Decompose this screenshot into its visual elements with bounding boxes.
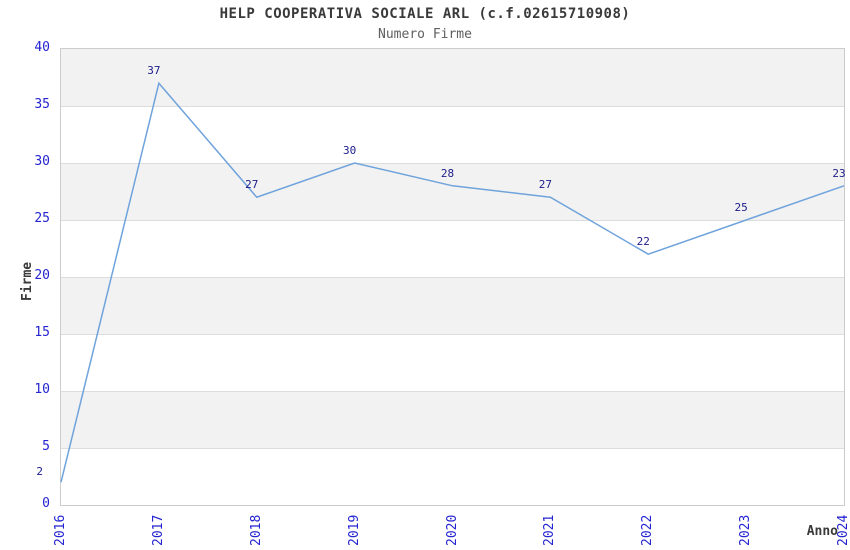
gridline bbox=[61, 334, 844, 335]
grid-band bbox=[61, 49, 844, 106]
x-tick-label: 2019 bbox=[346, 514, 362, 546]
x-tick-label: 2016 bbox=[53, 514, 68, 546]
data-label: 23 bbox=[832, 166, 846, 180]
x-tick-label: 2020 bbox=[444, 514, 460, 546]
y-tick-label: 0 bbox=[42, 496, 50, 511]
y-tick-label: 30 bbox=[34, 154, 50, 169]
data-label: 22 bbox=[636, 235, 650, 249]
data-label: 27 bbox=[245, 178, 259, 192]
plot-area bbox=[60, 48, 845, 506]
x-tick-label: 2021 bbox=[542, 514, 558, 546]
data-label: 30 bbox=[343, 144, 357, 157]
y-tick-label: 40 bbox=[34, 40, 50, 55]
data-label: 25 bbox=[734, 201, 748, 214]
gridline bbox=[61, 163, 844, 164]
gridline bbox=[61, 277, 844, 278]
gridline bbox=[61, 106, 844, 107]
grid-band bbox=[61, 163, 844, 220]
x-tick-label: 2017 bbox=[150, 514, 166, 546]
gridline bbox=[61, 220, 844, 221]
series-line bbox=[60, 81, 845, 483]
y-tick-label: 25 bbox=[34, 211, 50, 226]
grid-band bbox=[61, 277, 844, 334]
chart-title: HELP COOPERATIVA SOCIALE ARL (c.f.026157… bbox=[219, 6, 631, 22]
y-tick-label: 5 bbox=[42, 439, 50, 454]
chart-subtitle: Numero Firme bbox=[378, 27, 472, 42]
data-label: 27 bbox=[538, 178, 552, 192]
x-tick-label: 2022 bbox=[640, 514, 656, 546]
data-label: 2 bbox=[36, 465, 43, 479]
y-tick-label: 15 bbox=[34, 325, 50, 340]
x-tick-label: 2024 bbox=[836, 514, 850, 546]
x-axis-label: Anno bbox=[806, 524, 838, 539]
y-tick-label: 20 bbox=[34, 268, 50, 283]
gridline bbox=[61, 448, 844, 449]
gridline bbox=[61, 391, 844, 392]
y-tick-label: 10 bbox=[34, 382, 50, 397]
x-tick-label: 2023 bbox=[738, 514, 754, 546]
x-tick-label: 2018 bbox=[248, 514, 264, 546]
data-label: 37 bbox=[147, 64, 161, 78]
series-line-svg bbox=[60, 81, 845, 483]
grid-band bbox=[61, 391, 844, 448]
y-tick-label: 35 bbox=[34, 97, 50, 112]
data-label: 28 bbox=[440, 166, 455, 180]
